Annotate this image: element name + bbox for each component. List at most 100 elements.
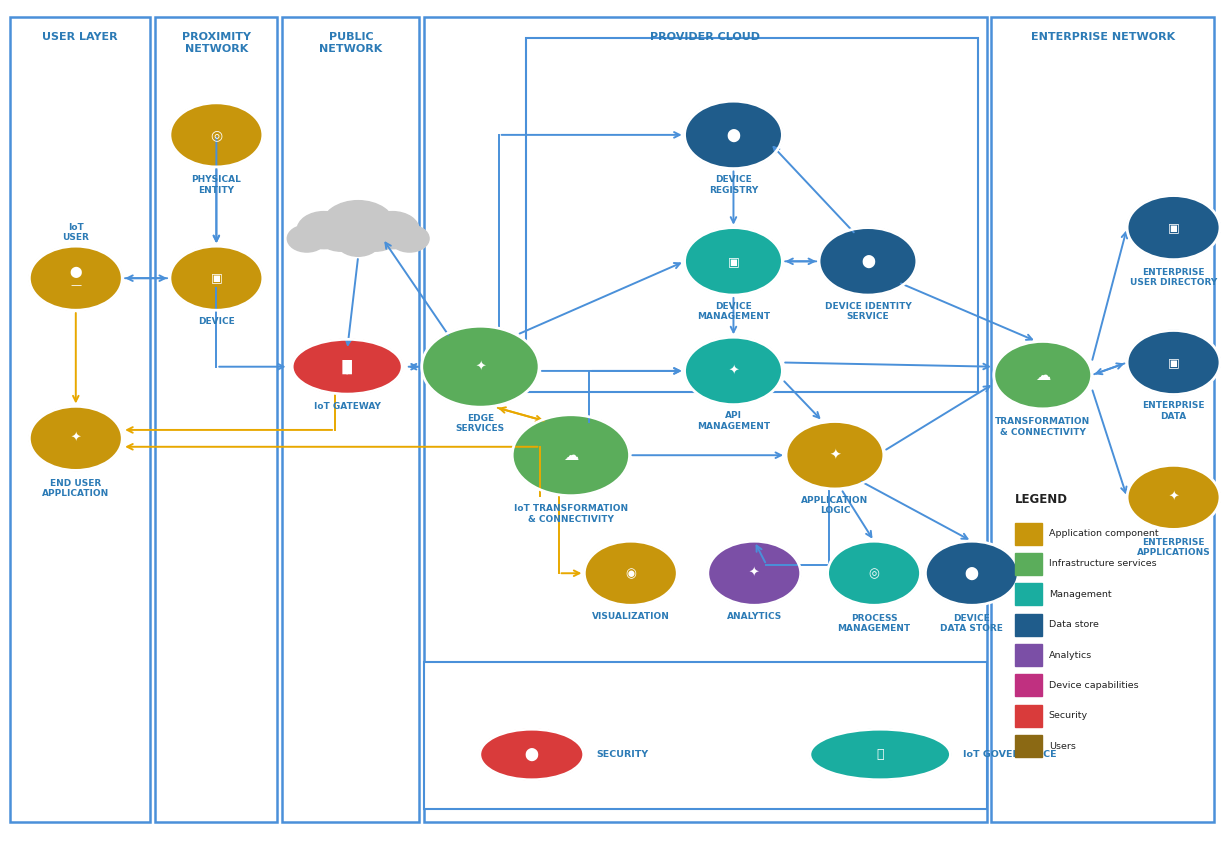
Text: DEVICE
DATA STORE: DEVICE DATA STORE [941,614,1003,633]
Text: END USER
APPLICATION: END USER APPLICATION [42,479,109,498]
Circle shape [29,246,123,310]
Text: IoT
USER: IoT USER [63,223,90,242]
FancyBboxPatch shape [424,17,986,822]
Circle shape [786,422,884,489]
Text: API
MANAGEMENT: API MANAGEMENT [698,411,770,431]
Circle shape [819,228,917,295]
Text: ✦: ✦ [749,566,759,580]
Text: USER LAYER: USER LAYER [42,32,118,42]
Text: ENTERPRISE
USER DIRECTORY: ENTERPRISE USER DIRECTORY [1130,268,1217,287]
Bar [1014,523,1041,545]
Text: ENTERPRISE NETWORK: ENTERPRISE NETWORK [1030,32,1175,42]
Circle shape [297,212,351,249]
Text: ▐▌: ▐▌ [336,360,357,373]
Circle shape [421,326,539,407]
Bar [1014,735,1041,757]
Ellipse shape [810,729,950,780]
FancyBboxPatch shape [282,17,419,822]
Text: ▣: ▣ [1168,356,1179,369]
Text: SECURITY: SECURITY [596,750,648,759]
Circle shape [512,415,630,496]
Circle shape [684,337,782,405]
FancyBboxPatch shape [991,17,1214,822]
Circle shape [29,406,123,470]
Ellipse shape [292,340,403,395]
Circle shape [351,217,400,251]
Text: EDGE
SERVICES: EDGE SERVICES [456,414,505,433]
Text: ✦: ✦ [1168,491,1179,504]
Text: ✦: ✦ [728,364,739,378]
FancyBboxPatch shape [10,17,150,822]
Text: ✦: ✦ [70,432,81,445]
Text: ▣: ▣ [210,271,222,285]
Circle shape [684,228,782,295]
Circle shape [585,541,677,605]
Circle shape [336,226,381,256]
Text: VISUALIZATION: VISUALIZATION [592,612,669,621]
Text: Data store: Data store [1049,620,1099,629]
Text: PROCESS
MANAGEMENT: PROCESS MANAGEMENT [837,614,911,633]
Bar [1014,553,1041,575]
Text: ✦: ✦ [475,360,485,373]
Text: Analytics: Analytics [1049,651,1092,659]
Bar [1014,674,1041,696]
Text: APPLICATION
LOGIC: APPLICATION LOGIC [802,496,868,515]
Text: IoT GOVERNANCE: IoT GOVERNANCE [963,750,1056,759]
Circle shape [684,101,782,169]
Text: ⬤: ⬤ [965,566,979,580]
Circle shape [366,212,419,249]
Text: IoT TRANSFORMATION
& CONNECTIVITY: IoT TRANSFORMATION & CONNECTIVITY [513,504,628,524]
Circle shape [391,225,429,252]
Text: PHYSICAL
ENTITY: PHYSICAL ENTITY [192,175,242,195]
Text: ⬛: ⬛ [877,748,884,761]
Circle shape [926,541,1018,605]
Circle shape [317,217,366,251]
Text: Application component: Application component [1049,529,1158,538]
Text: ⬤: ⬤ [727,128,740,142]
Text: Infrastructure services: Infrastructure services [1049,560,1157,568]
Text: ◉: ◉ [625,566,636,580]
Circle shape [169,246,263,310]
Text: Security: Security [1049,711,1088,720]
Text: LEGEND: LEGEND [1014,493,1067,506]
FancyBboxPatch shape [155,17,278,822]
Bar [1014,705,1041,727]
Text: ENTERPRISE
DATA: ENTERPRISE DATA [1142,401,1205,421]
Circle shape [287,225,327,252]
Text: PROXIMITY
NETWORK: PROXIMITY NETWORK [182,32,251,54]
Text: ☁: ☁ [1035,368,1050,383]
Circle shape [707,541,801,605]
Circle shape [993,341,1092,409]
Text: ☁: ☁ [564,448,578,463]
Bar [1014,614,1041,636]
Text: PROVIDER CLOUD: PROVIDER CLOUD [651,32,760,42]
Circle shape [1127,465,1219,529]
Text: DEVICE
REGISTRY: DEVICE REGISTRY [709,175,758,195]
Text: Management: Management [1049,590,1111,599]
Circle shape [322,201,395,251]
Text: ⬤
—: ⬤ — [70,266,82,290]
Text: TRANSFORMATION
& CONNECTIVITY: TRANSFORMATION & CONNECTIVITY [995,417,1090,437]
Text: IoT GATEWAY: IoT GATEWAY [313,402,381,411]
Text: ▣: ▣ [1168,221,1179,234]
Text: ✦: ✦ [829,448,841,462]
Bar [1014,644,1041,666]
Circle shape [169,103,263,167]
Text: ▣: ▣ [728,255,739,268]
FancyBboxPatch shape [526,38,977,392]
Ellipse shape [480,729,583,780]
Text: DEVICE
MANAGEMENT: DEVICE MANAGEMENT [698,302,770,321]
Text: ENTERPRISE
APPLICATIONS: ENTERPRISE APPLICATIONS [1137,538,1211,557]
Bar [1014,583,1041,605]
Circle shape [1127,196,1219,260]
Text: ⬤: ⬤ [524,748,539,761]
Text: PUBLIC
NETWORK: PUBLIC NETWORK [319,32,382,54]
Circle shape [828,541,921,605]
Text: ⬤: ⬤ [861,255,874,268]
Text: Device capabilities: Device capabilities [1049,681,1138,690]
Circle shape [1127,330,1219,395]
Text: ◎: ◎ [868,566,879,580]
Text: Users: Users [1049,742,1076,750]
Text: ANALYTICS: ANALYTICS [727,612,782,621]
FancyBboxPatch shape [424,662,986,809]
